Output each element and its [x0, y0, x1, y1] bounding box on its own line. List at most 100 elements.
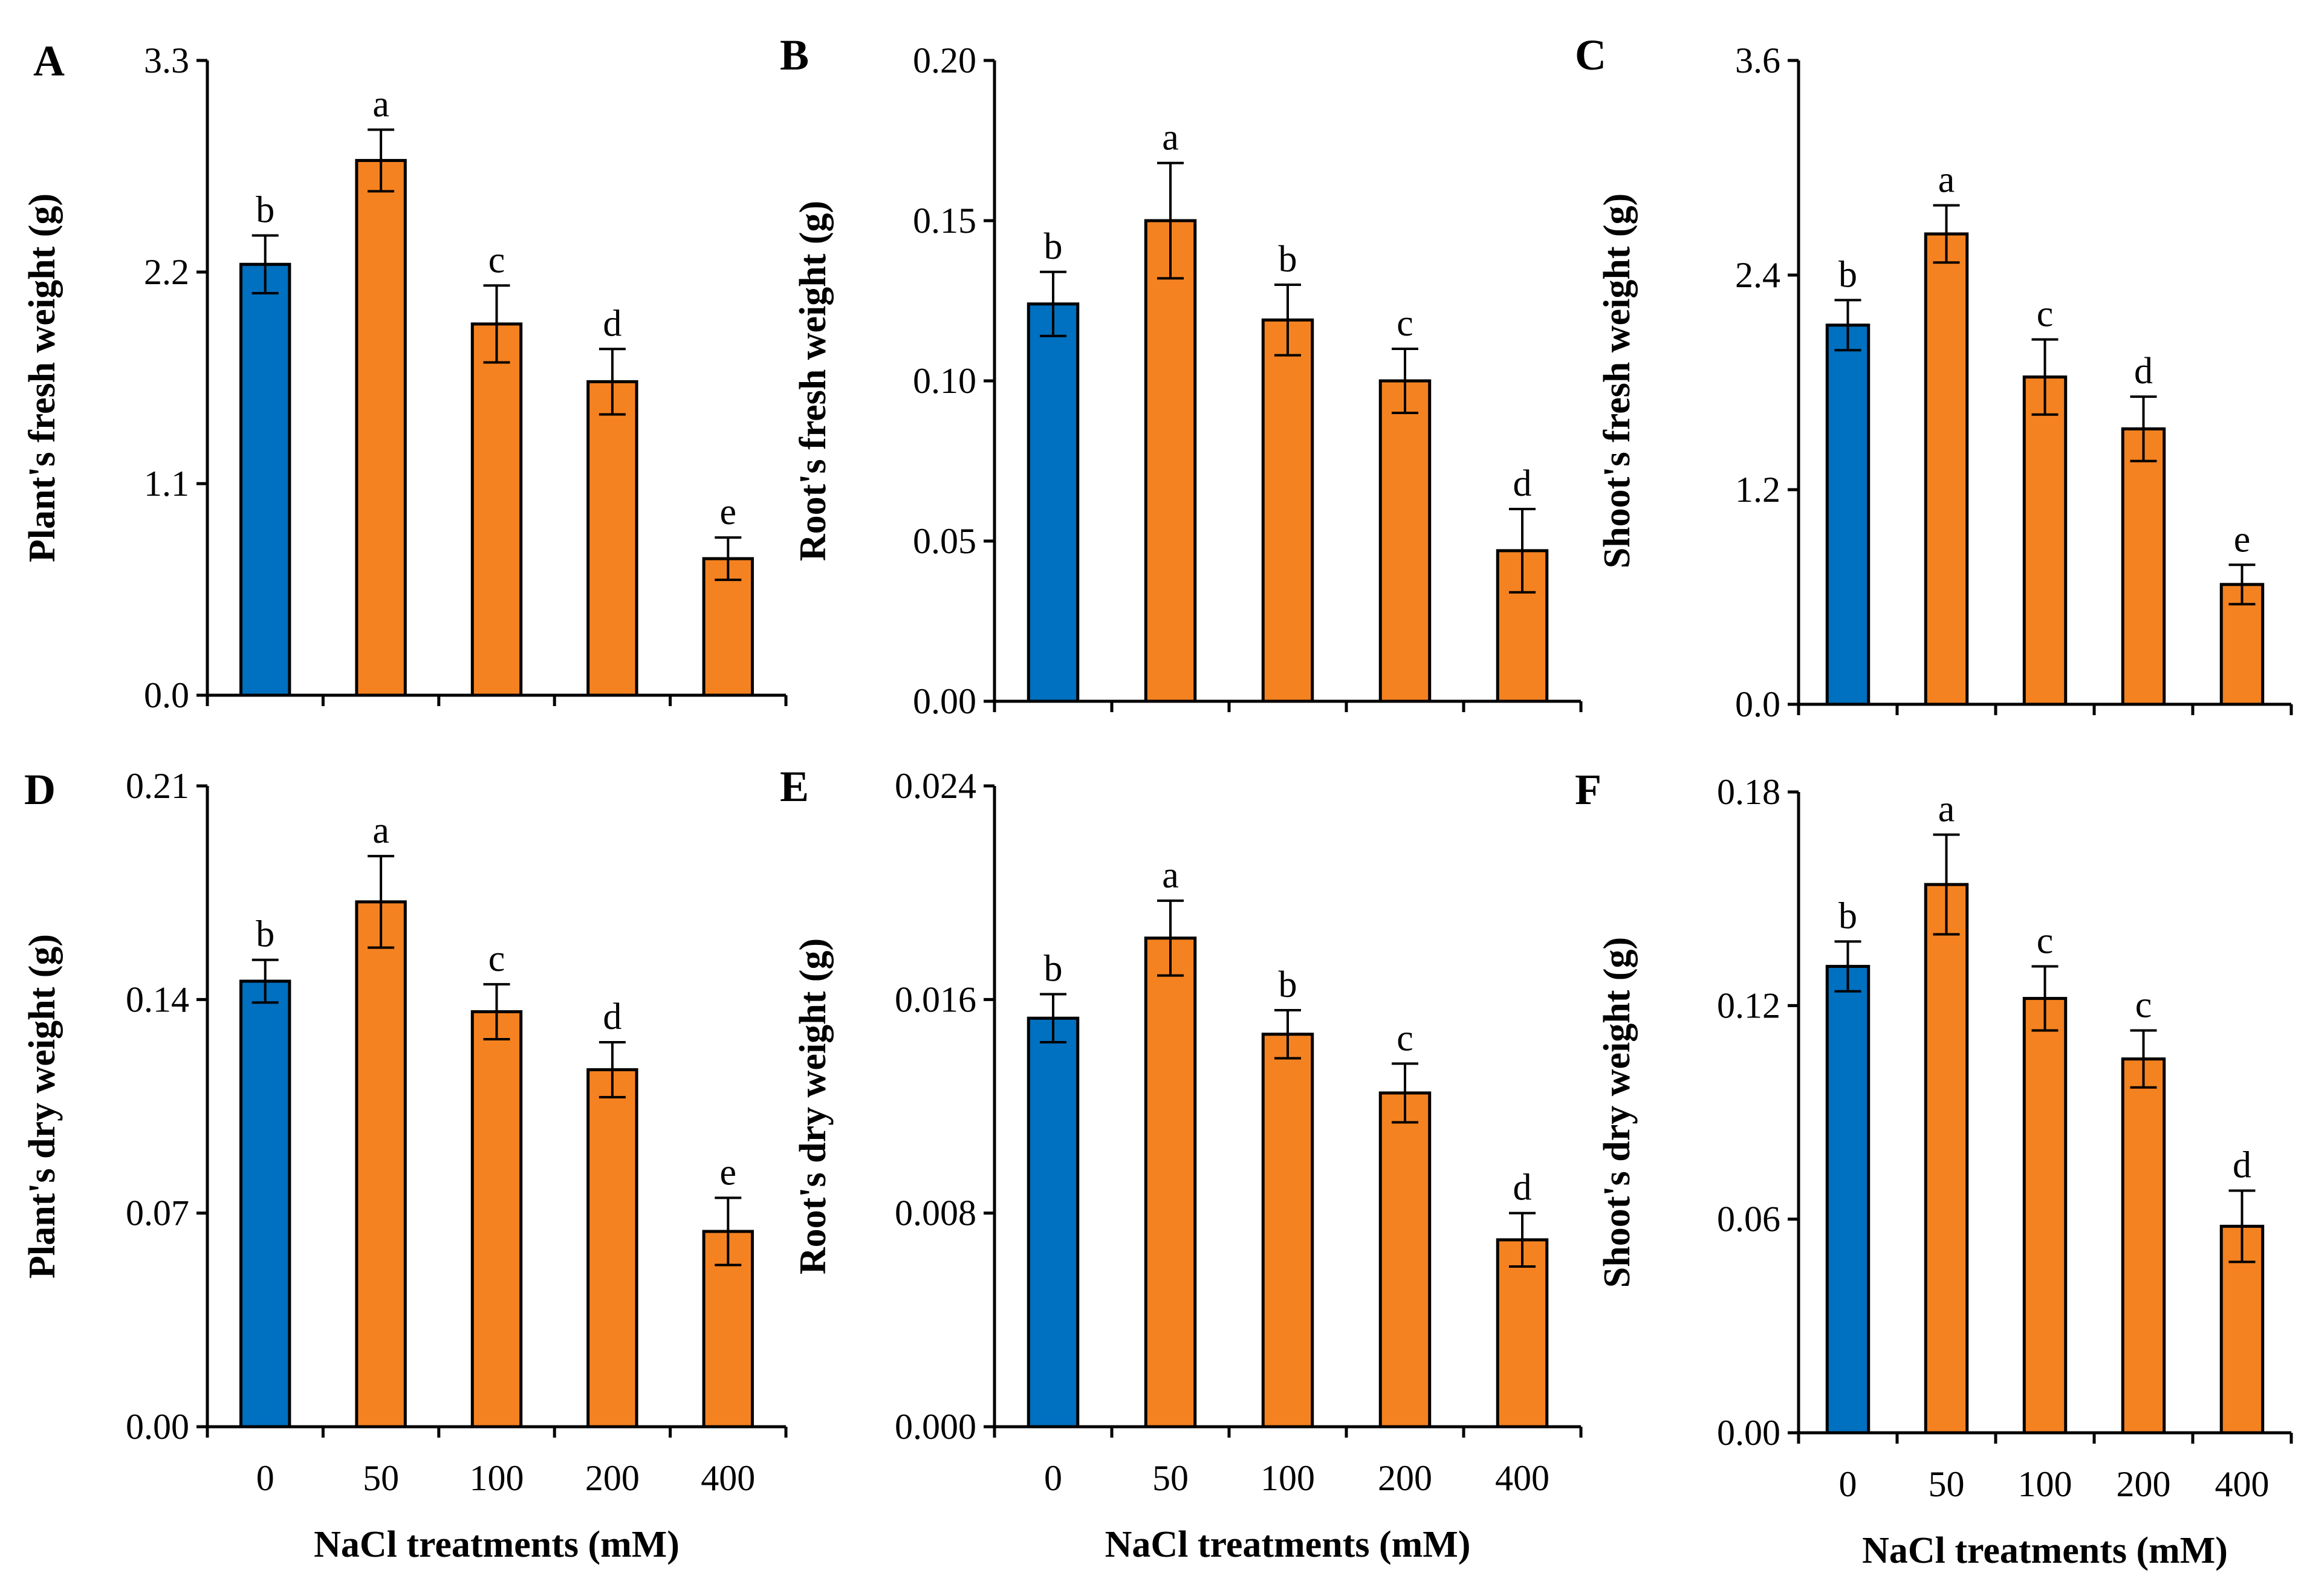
y-tick-label: 0.07	[126, 1193, 189, 1233]
significance-label: b	[1838, 254, 1857, 295]
y-tick-label: 0.00	[126, 1407, 189, 1447]
bar-100	[470, 1010, 523, 1429]
bar-0	[1027, 1016, 1080, 1429]
bar-400	[1496, 1238, 1549, 1429]
significance-label: c	[2135, 985, 2152, 1026]
y-tick-label: 1.2	[1735, 470, 1780, 510]
x-tick-label: 100	[470, 1458, 524, 1498]
bar-400	[702, 557, 754, 697]
y-tick-label: 0.20	[913, 41, 976, 80]
y-tick-label: 0.14	[126, 979, 189, 1019]
significance-label: e	[720, 491, 737, 533]
bar-200	[2121, 1057, 2166, 1435]
bar-100	[1261, 318, 1314, 703]
bar-100	[2022, 375, 2068, 706]
y-tick-label: 2.2	[144, 252, 189, 292]
significance-label: c	[1397, 1017, 1413, 1059]
x-tick-label: 100	[2018, 1464, 2072, 1504]
bar-100	[1261, 1033, 1314, 1429]
panel-b: 0.00 0.05 0.10 0.15 0.20 b a b c d Root's fresh we…	[780, 31, 1583, 721]
bar-50	[1924, 232, 1969, 706]
significance-label: b	[1044, 949, 1063, 990]
y-tick-label: 0.06	[1717, 1199, 1780, 1239]
y-axis-title: Root's fresh weight (g)	[793, 201, 834, 561]
panel-letter: C	[1575, 31, 1606, 79]
bar-0	[239, 262, 291, 697]
x-tick-label: 0	[1044, 1458, 1062, 1498]
significance-label: b	[256, 914, 274, 955]
y-axis-title: Shoot's dry weight (g)	[1597, 937, 1638, 1288]
y-tick-label: 0.15	[913, 201, 976, 241]
x-tick-label: 400	[701, 1458, 755, 1498]
significance-label: c	[2037, 294, 2054, 335]
x-tick-label: 200	[2117, 1464, 2171, 1504]
significance-label: d	[1513, 463, 1532, 504]
significance-label: d	[2134, 351, 2153, 392]
panel-letter: B	[780, 31, 809, 79]
bar-200	[586, 1068, 638, 1429]
x-tick-label: 200	[585, 1458, 640, 1498]
bar-200	[1378, 379, 1432, 703]
significance-label: e	[720, 1152, 737, 1193]
significance-label: a	[1162, 117, 1179, 158]
significance-label: a	[1162, 855, 1179, 896]
y-tick-label: 0.008	[895, 1193, 976, 1233]
x-tick-label: 200	[1378, 1458, 1432, 1498]
x-axis-title: NaCl treatments (mM)	[1105, 1524, 1471, 1565]
y-tick-label: 0.00	[1717, 1413, 1780, 1453]
bar-200	[2121, 427, 2166, 706]
y-tick-label: 1.1	[144, 464, 189, 504]
panel-c: 0.0 1.2 2.4 3.6 b a c d e Shoot's fresh weight (g…	[1575, 31, 2293, 724]
y-tick-label: 0.0	[144, 675, 189, 715]
bar-200	[586, 380, 638, 697]
panel-d: 0.00 0.07 0.14 0.21 b a c d e 0 50 100 200 400 NaCl tr…	[22, 765, 788, 1565]
significance-label: d	[1513, 1167, 1532, 1208]
y-tick-label: 0.10	[913, 361, 976, 401]
y-axis-title: Plant's fresh weight (g)	[22, 193, 63, 562]
x-axis-title: NaCl treatments (mM)	[314, 1524, 680, 1565]
y-tick-label: 0.18	[1717, 772, 1780, 812]
bar-50	[1924, 883, 1969, 1435]
significance-label: c	[2037, 921, 2054, 962]
significance-label: b	[1279, 239, 1297, 280]
y-tick-label: 3.6	[1735, 41, 1780, 80]
y-axis-title: Root's dry weight (g)	[793, 938, 834, 1274]
y-tick-label: 0.016	[895, 979, 976, 1019]
significance-label: e	[2234, 519, 2251, 560]
y-tick-label: 0.024	[895, 766, 976, 806]
bar-0	[1027, 302, 1080, 703]
x-tick-label: 50	[1152, 1458, 1189, 1498]
bar-0	[239, 979, 291, 1429]
y-tick-label: 0.21	[126, 766, 189, 806]
significance-label: d	[2233, 1145, 2251, 1186]
significance-label: b	[256, 190, 274, 231]
panel-letter: E	[780, 762, 809, 811]
bar-50	[355, 900, 407, 1429]
y-axis-title: Plant's dry weight (g)	[22, 934, 63, 1279]
y-axis-title: Shoot's fresh weight (g)	[1597, 193, 1638, 569]
significance-label: c	[488, 938, 505, 979]
y-tick-label: 2.4	[1735, 255, 1780, 295]
panel-a: 0.0 1.1 2.2 3.3 b a c d e Plant's fresh weight (g…	[22, 37, 788, 715]
x-tick-label: 400	[2215, 1464, 2270, 1504]
x-tick-label: 50	[363, 1458, 399, 1498]
significance-label: a	[1938, 789, 1955, 830]
panel-letter: F	[1575, 765, 1601, 814]
y-tick-label: 0.0	[1735, 684, 1780, 724]
bar-50	[355, 158, 407, 697]
x-tick-label: 0	[256, 1458, 274, 1498]
x-tick-label: 400	[1495, 1458, 1549, 1498]
bar-100	[2022, 997, 2068, 1435]
x-tick-label: 50	[1929, 1464, 1965, 1504]
significance-label: b	[1838, 895, 1857, 936]
significance-label: a	[372, 810, 389, 851]
significance-label: d	[603, 996, 621, 1037]
x-axis-title: NaCl treatments (mM)	[1862, 1530, 2228, 1571]
panel-e: 0.000 0.008 0.016 0.024 b a b c d 0 50 100 200 400 NaC…	[780, 762, 1583, 1565]
bar-50	[1144, 936, 1197, 1429]
significance-label: a	[1938, 160, 1955, 201]
significance-label: c	[1397, 303, 1413, 344]
panel-letter: A	[33, 37, 65, 85]
x-tick-label: 0	[1839, 1464, 1857, 1504]
